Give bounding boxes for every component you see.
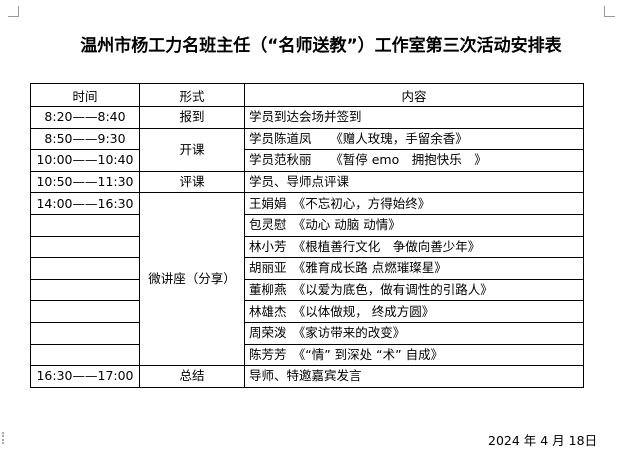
content-cell: 包灵慰 《动心 动脑 动情》	[244, 213, 584, 237]
content-cell: 学员到达会场并签到	[244, 106, 584, 129]
time-cell: 10:50——11:30	[30, 170, 140, 194]
table-row: 10:00——10:40 学员范秋丽 《暂停 emo 拥抱快乐 》	[30, 149, 584, 172]
header-form: 形式	[139, 83, 245, 107]
form-cell: 总结	[139, 365, 245, 388]
time-cell: 14:00——16:30	[30, 192, 140, 215]
form-cell: 报到	[139, 106, 245, 129]
content-cell: 学员范秋丽 《暂停 emo 拥抱快乐 》	[244, 149, 584, 172]
page-corner-mark	[8, 6, 19, 17]
table-row: 胡丽亚 《雅育成长路 点燃璀璨星》	[30, 257, 584, 280]
time-cell: 8:50——9:30	[30, 127, 140, 151]
content-cell: 学员、导师点评课	[244, 170, 584, 194]
time-cell	[30, 235, 140, 259]
content-cell: 胡丽亚 《雅育成长路 点燃璀璨星》	[244, 257, 584, 280]
time-cell	[30, 300, 140, 323]
document-title: 温州市杨工力名班主任（“名师送教”）工作室第三次活动安排表	[80, 36, 562, 56]
table-row: 陈芳芳 《“情” 到深处 “术” 自成》	[30, 343, 584, 367]
time-cell: 16:30——17:00	[30, 365, 140, 388]
table-row: 林雄杰 《以体做规， 终成方圆》	[30, 300, 584, 323]
table-row: 林小芳 《根植善行文化 争做向善少年》	[30, 235, 584, 259]
table-row: 董柳燕 《以爱为底色，做有调性的引路人》	[30, 278, 584, 302]
header-content: 内容	[244, 83, 584, 107]
time-cell: 8:20——8:40	[30, 106, 140, 129]
table-row: 8:20——8:40 报到 学员到达会场并签到	[30, 106, 584, 129]
content-cell: 导师、特邀嘉宾发言	[244, 365, 584, 388]
table-row: 14:00——16:30 微讲座（分享） 王娟娟 《不忘初心，方得始终》	[30, 192, 584, 367]
time-cell	[30, 213, 140, 237]
content-cell: 学员陈道凤 《赠人玫瑰，手留余香》	[244, 127, 584, 151]
header-time: 时间	[30, 83, 140, 107]
table-row: 8:50——9:30 开课 学员陈道凤 《赠人玫瑰，手留余香》	[30, 127, 584, 172]
content-cell: 林雄杰 《以体做规， 终成方圆》	[244, 300, 584, 323]
table-row: 包灵慰 《动心 动脑 动情》	[30, 213, 584, 237]
time-cell	[30, 257, 140, 280]
table-row: 10:50——11:30 评课 学员、导师点评课	[30, 170, 584, 194]
content-cell: 王娟娟 《不忘初心，方得始终》	[244, 192, 584, 215]
form-cell: 微讲座（分享）	[139, 192, 245, 367]
table-row: 16:30——17:00 总结 导师、特邀嘉宾发言	[30, 365, 584, 388]
form-cell: 开课	[139, 127, 245, 172]
time-cell	[30, 321, 140, 345]
content-cell: 董柳燕 《以爱为底色，做有调性的引路人》	[244, 278, 584, 302]
time-cell: 10:00——10:40	[30, 149, 140, 172]
table-row: 周荣泼 《家访带来的改变》	[30, 321, 584, 345]
table-header: 时间 形式 内容	[30, 83, 584, 107]
document-date: 2024 年 4 月 18日	[488, 433, 598, 448]
content-cell: 周荣泼 《家访带来的改变》	[244, 321, 584, 345]
form-cell: 评课	[139, 170, 245, 194]
content-cell: 陈芳芳 《“情” 到深处 “术” 自成》	[244, 343, 584, 367]
schedule-table: 时间 形式 内容 8:20——8:40 报到 学员到达会场并签到 8:50——9…	[30, 83, 584, 388]
margin-mark	[2, 432, 8, 444]
time-cell	[30, 278, 140, 302]
time-cell	[30, 343, 140, 367]
content-cell: 林小芳 《根植善行文化 争做向善少年》	[244, 235, 584, 259]
page-corner-mark	[604, 6, 615, 17]
